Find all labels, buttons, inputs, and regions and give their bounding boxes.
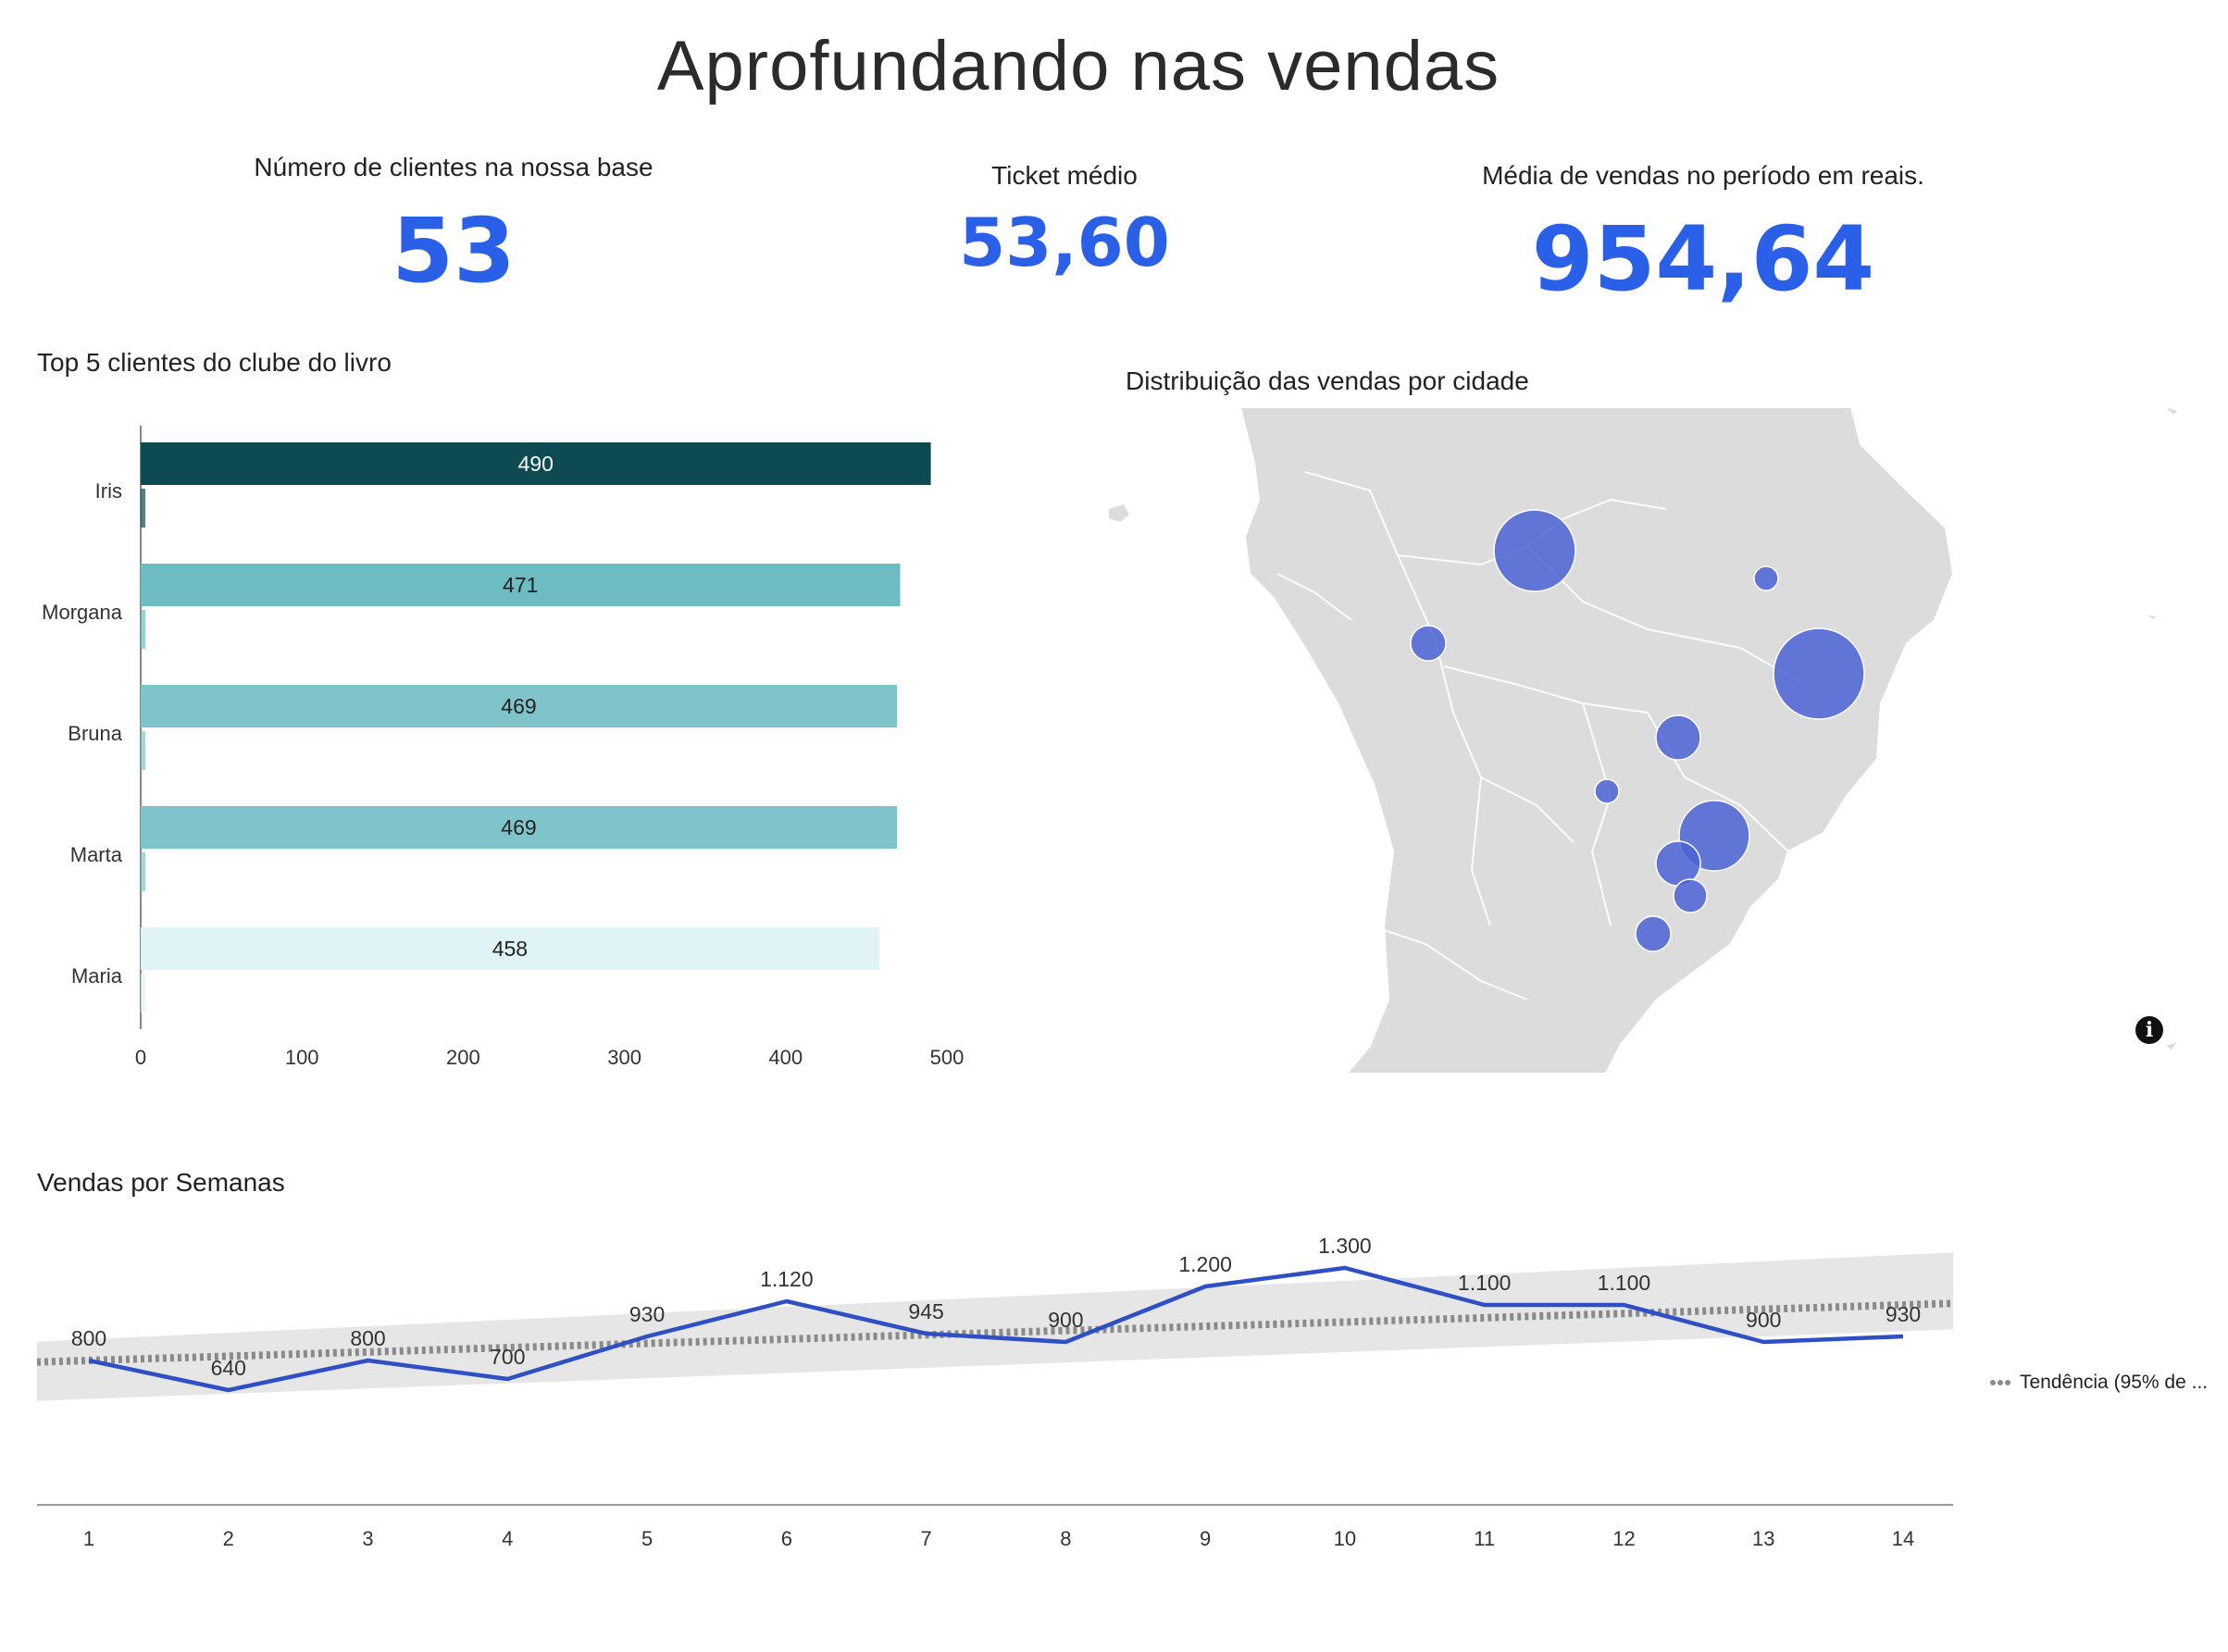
point-data-label: 1.300	[1318, 1234, 1372, 1258]
trend-legend-label: Tendência (95% de ...	[2020, 1372, 2209, 1393]
x-tick-label: 14	[1892, 1527, 1914, 1550]
city-bubbles[interactable]	[1410, 509, 1865, 952]
category-label: Marta	[70, 843, 123, 866]
kpi-avg-sales-label: Média de vendas no período em reais.	[1482, 161, 1924, 190]
x-tick-label: 3	[362, 1527, 373, 1550]
bar-secondary-bruna	[141, 731, 145, 770]
bar-data-label: 469	[501, 815, 536, 839]
map-land	[1109, 407, 2177, 1074]
x-tick-label: 100	[285, 1046, 319, 1069]
city-bubble[interactable]	[1673, 878, 1708, 913]
point-data-label: 930	[629, 1302, 665, 1326]
line-chart-title: Vendas por Semanas	[37, 1168, 285, 1197]
x-tick-label: 7	[920, 1527, 931, 1550]
category-label: Morgana	[42, 601, 123, 624]
point-data-label: 1.120	[760, 1267, 814, 1291]
bar-morgana[interactable]	[141, 564, 901, 606]
category-label: Iris	[95, 479, 122, 503]
bar-chart-title: Top 5 clientes do clube do livro	[37, 348, 392, 377]
trend-legend-swatch	[1990, 1380, 2010, 1386]
x-tick-label: 5	[641, 1527, 653, 1550]
point-data-label: 945	[908, 1299, 943, 1323]
bar-data-label: 458	[492, 937, 528, 961]
bar-iris[interactable]	[141, 442, 931, 485]
trend-legend[interactable]: Tendência (95% de ...	[1990, 1372, 2208, 1394]
bar-bruna[interactable]	[141, 685, 897, 727]
sales-map[interactable]	[1092, 407, 2203, 1074]
x-tick-label: 13	[1752, 1527, 1774, 1550]
trend-confidence-band	[37, 1252, 1953, 1401]
x-tick-label: 4	[502, 1527, 513, 1550]
city-bubble[interactable]	[1493, 509, 1576, 592]
bar-secondary-maria	[141, 974, 145, 1012]
kpi-avg-sales-value: 954,64	[1531, 207, 1875, 311]
x-tick-label: 11	[1474, 1527, 1495, 1550]
point-data-label: 800	[350, 1326, 385, 1350]
point-data-label: 800	[71, 1326, 106, 1350]
x-tick-label: 1	[83, 1527, 94, 1550]
kpi-ticket-value: 53,60	[959, 204, 1170, 281]
x-tick-label: 6	[781, 1527, 792, 1550]
point-data-label: 900	[1746, 1308, 1781, 1332]
x-tick-label: 0	[135, 1046, 146, 1069]
x-tick-label: 10	[1334, 1527, 1356, 1550]
point-data-label: 1.100	[1598, 1271, 1651, 1295]
kpi-clients-label: Número de clientes na nossa base	[254, 153, 653, 181]
sales-series-line[interactable]	[88, 1265, 1904, 1393]
x-tick-label: 9	[1200, 1527, 1211, 1550]
category-label: Bruna	[68, 722, 122, 745]
point-data-label: 1.200	[1178, 1252, 1232, 1276]
trend-line[interactable]	[36, 1299, 1954, 1366]
map-title: Distribuição das vendas por cidade	[1126, 366, 1529, 395]
x-tick-label: 300	[607, 1046, 641, 1069]
bar-data-label: 490	[518, 452, 554, 476]
city-bubble[interactable]	[1635, 915, 1672, 952]
x-tick-label: 2	[223, 1527, 234, 1550]
point-data-label: 930	[1886, 1302, 1921, 1326]
kpi-ticket-label: Ticket médio	[991, 161, 1138, 190]
bar-secondary-marta	[141, 852, 145, 891]
bar-secondary-iris	[141, 489, 145, 528]
page-title: Aprofundando nas vendas	[656, 27, 1500, 106]
bar-maria[interactable]	[141, 927, 879, 970]
city-bubble[interactable]	[1655, 714, 1701, 761]
x-tick-label: 200	[446, 1046, 480, 1069]
x-tick-label: 8	[1060, 1527, 1071, 1550]
point-data-label: 1.100	[1458, 1271, 1512, 1295]
kpi-clients: Número de clientes na nossa base 53	[204, 153, 703, 303]
kpi-ticket: Ticket médio 53,60	[889, 161, 1240, 281]
city-bubble[interactable]	[1773, 627, 1865, 720]
point-data-label: 700	[490, 1345, 525, 1369]
bar-marta[interactable]	[141, 806, 897, 849]
city-bubble[interactable]	[1410, 625, 1447, 662]
bar-data-label: 471	[503, 573, 538, 597]
x-tick-label: 400	[768, 1046, 803, 1069]
bar-data-label: 469	[501, 694, 536, 718]
city-bubble[interactable]	[1753, 565, 1779, 591]
point-data-label: 900	[1048, 1308, 1083, 1332]
kpi-clients-value: 53	[392, 199, 516, 303]
top-clients-bar-chart: 490 Iris 471 Morgana 469 Bruna 469 Marta 458 Mari…	[42, 426, 965, 1069]
x-tick-label: 12	[1612, 1527, 1635, 1550]
kpi-avg-sales: Média de vendas no período em reais. 954…	[1444, 161, 1962, 311]
city-bubble[interactable]	[1594, 778, 1620, 804]
info-icon[interactable]: i	[2135, 1016, 2163, 1044]
point-data-label: 640	[211, 1356, 246, 1380]
bar-secondary-morgana	[141, 610, 145, 649]
x-tick-label: 500	[930, 1046, 965, 1069]
category-label: Maria	[71, 964, 123, 987]
